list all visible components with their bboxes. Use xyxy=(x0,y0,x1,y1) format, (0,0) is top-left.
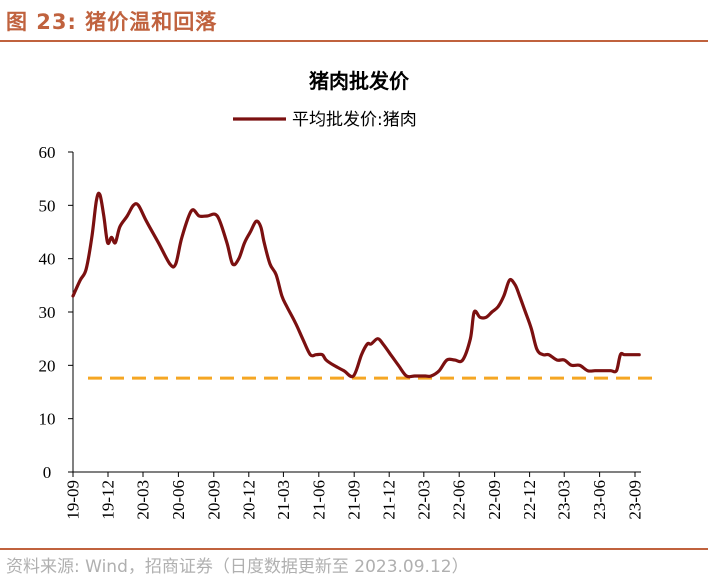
legend-label: 平均批发价:猪肉 xyxy=(292,110,417,130)
source-rule xyxy=(0,548,708,550)
y-tick-label: 20 xyxy=(39,356,56,375)
y-tick-label: 40 xyxy=(39,250,56,269)
x-tick-label: 21-03 xyxy=(274,480,293,520)
x-tick-label: 20-06 xyxy=(169,480,188,520)
x-tick-label: 23-03 xyxy=(555,480,574,520)
x-tick-label: 23-06 xyxy=(590,480,609,520)
y-tick-label: 60 xyxy=(39,143,56,162)
y-tick-label: 10 xyxy=(39,410,56,429)
x-tick-label: 19-09 xyxy=(64,480,83,520)
x-tick-label: 23-09 xyxy=(626,480,645,520)
x-tick-label: 21-09 xyxy=(345,480,364,520)
x-tick-label: 21-12 xyxy=(380,480,399,520)
source-note: 资料来源: Wind，招商证券（日度数据更新至 2023.09.12） xyxy=(6,557,469,577)
x-tick-label: 20-03 xyxy=(134,480,153,520)
y-tick-label: 30 xyxy=(39,303,56,322)
plot-area xyxy=(71,191,658,380)
axes: 0 10 20 30 40 50 60 19-09 19-12 20-03 20-06 20-09 20… xyxy=(39,143,645,520)
x-tick-label: 20-12 xyxy=(239,480,258,520)
x-tick-label: 22-09 xyxy=(485,480,504,520)
x-tick-label: 22-06 xyxy=(450,480,469,520)
x-tick-label: 19-12 xyxy=(99,480,118,520)
x-tick-label: 21-06 xyxy=(309,480,328,520)
series-line-pork-price xyxy=(71,191,641,379)
x-tick-label: 22-12 xyxy=(520,480,539,520)
y-tick-label: 50 xyxy=(39,196,56,215)
y-tick-label: 0 xyxy=(43,463,52,482)
title-rule xyxy=(0,40,708,42)
x-tick-label: 22-03 xyxy=(414,480,433,520)
x-tick-label: 20-09 xyxy=(204,480,223,520)
line-chart: 猪肉批发价 平均批发价:猪肉 0 10 20 30 40 50 60 19-09 19-12 20… xyxy=(39,69,658,520)
chart-title: 猪肉批发价 xyxy=(309,69,410,93)
figure-title: 图 23: 猪价温和回落 xyxy=(6,10,218,34)
